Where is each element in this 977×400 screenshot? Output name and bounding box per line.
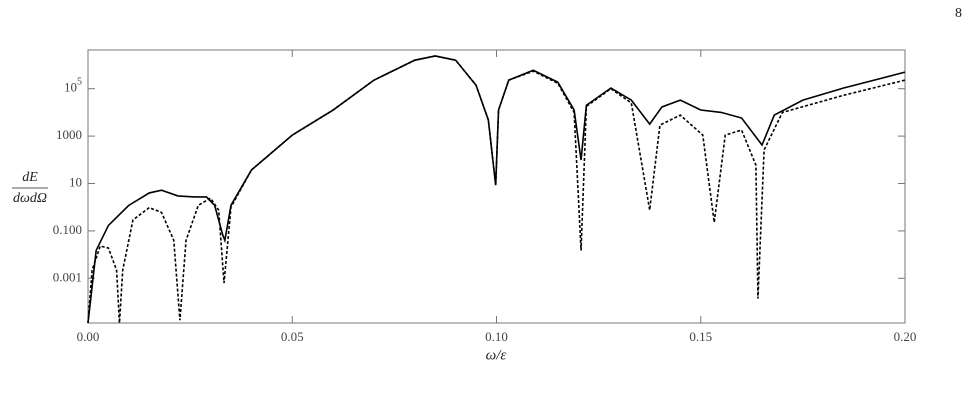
y-tick-label: 105 <box>64 77 82 95</box>
solid-curve <box>87 55 906 324</box>
x-tick-label: 0.10 <box>485 329 508 344</box>
y-tick-label: 1000 <box>56 127 82 142</box>
y-tick-label: 10 <box>69 174 82 189</box>
x-tick-label: 0.05 <box>281 329 304 344</box>
plot-frame <box>87 49 906 324</box>
x-tick-label: 0.20 <box>894 329 917 344</box>
x-axis-label: ω/ε <box>486 347 507 363</box>
y-tick-label: 0.001 <box>53 269 82 284</box>
dashed-curve <box>87 55 906 324</box>
x-tick-label: 0.00 <box>77 329 100 344</box>
x-tick-label: 0.15 <box>689 329 712 344</box>
y-label-numerator: dE <box>22 170 38 185</box>
y-label-denominator: dωdΩ <box>13 191 47 206</box>
page-number: 8 <box>955 6 962 21</box>
y-tick-label: 0.100 <box>53 222 82 237</box>
